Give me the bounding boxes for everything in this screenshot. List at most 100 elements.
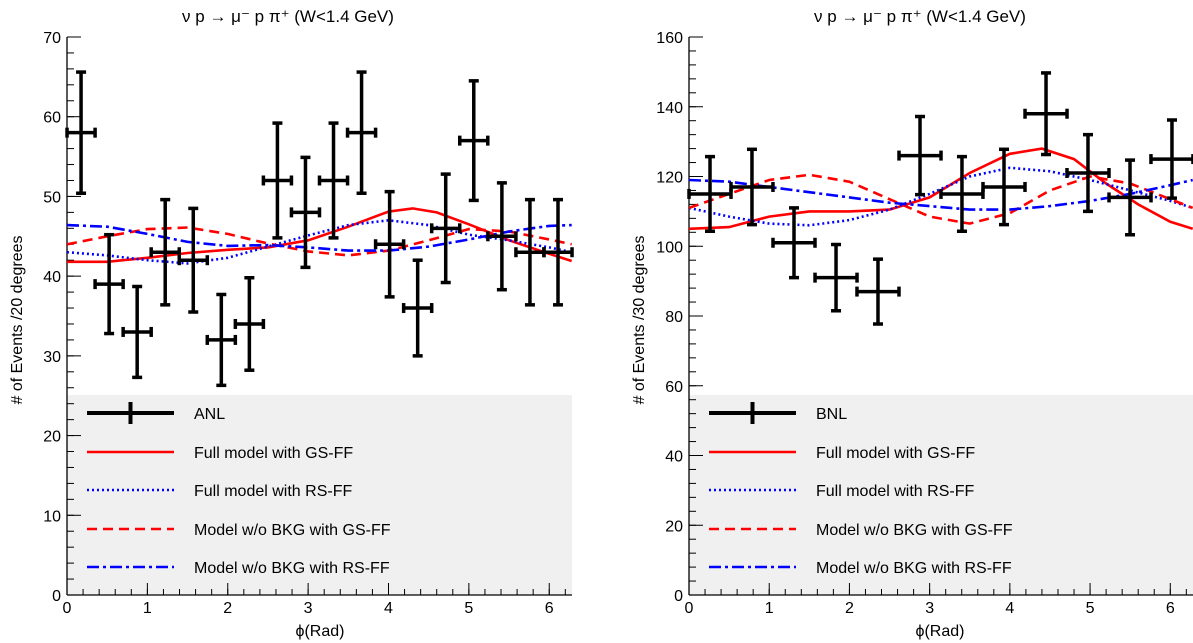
legend-entry: Full model with GS-FF — [87, 445, 353, 462]
legend-label: Model w/o BKG with RS-FF — [816, 560, 1012, 577]
data-point — [771, 206, 817, 280]
data-point — [401, 258, 434, 358]
data-point — [981, 147, 1027, 227]
data-point — [939, 154, 985, 234]
legend-label: BNL — [816, 406, 847, 423]
legend-entry: Model w/o BKG with RS-FF — [87, 560, 390, 577]
chart-title: ν p → μ⁻ p π⁺ (W<1.4 GeV) — [182, 7, 394, 26]
data-point — [233, 275, 266, 372]
data-point — [149, 197, 181, 307]
y-axis-label: # of Events /30 degrees — [631, 236, 648, 405]
data-point — [1107, 158, 1153, 237]
y-tick-label: 30 — [43, 349, 61, 366]
data-point — [65, 70, 97, 195]
data-point — [317, 121, 350, 240]
legend: ANL Full model with GS-FF Full model with … — [87, 402, 391, 577]
x-tick-label: 4 — [384, 600, 393, 617]
chart-panel-bnl: ν p → μ⁻ p π⁺ (W<1.4 GeV) 0 1 2 3 4 5 60204060… — [631, 7, 1193, 640]
data-point — [687, 154, 733, 234]
legend: BNL Full model with GS-FF Full model with … — [709, 402, 1013, 577]
data-point — [1149, 118, 1193, 200]
x-tick-label: 2 — [223, 600, 232, 617]
x-tick-label: 3 — [925, 600, 934, 617]
y-tick-label: 140 — [656, 100, 683, 117]
x-tick-label: 6 — [545, 600, 554, 617]
y-tick-label: 20 — [665, 518, 683, 535]
x-tick-label: 5 — [464, 600, 473, 617]
x-axis-label: ϕ(Rad) — [916, 623, 965, 640]
legend-label: Full model with RS-FF — [816, 483, 974, 500]
y-tick-label: 40 — [665, 449, 683, 466]
legend-label: Full model with GS-FF — [194, 445, 353, 462]
data-point — [261, 121, 294, 240]
x-axis-label: ϕ(Rad) — [296, 623, 345, 640]
x-tick-label: 0 — [685, 600, 694, 617]
data-point — [486, 181, 518, 292]
legend-entry: Full model with GS-FF — [709, 445, 975, 462]
y-tick-label: 50 — [43, 189, 61, 206]
data-point — [289, 155, 322, 270]
data-point — [855, 257, 901, 326]
legend-entry: Full model with RS-FF — [87, 483, 352, 500]
y-tick-label: 20 — [43, 429, 61, 446]
data-point — [897, 114, 943, 197]
y-tick-label: 100 — [656, 239, 683, 256]
y-tick-label: 10 — [43, 508, 61, 525]
legend-entry: Model w/o BKG with RS-FF — [709, 560, 1012, 577]
x-tick-label: 1 — [765, 600, 774, 617]
legend-label: ANL — [194, 406, 225, 423]
y-tick-label: 0 — [52, 588, 61, 605]
data-point — [813, 242, 859, 313]
data-point — [1023, 71, 1069, 157]
data-point — [542, 197, 574, 307]
y-tick-label: 40 — [43, 269, 61, 286]
data-point — [457, 79, 490, 203]
data-point — [373, 189, 406, 299]
x-tick-label: 0 — [63, 600, 72, 617]
legend-label: Full model with RS-FF — [194, 483, 352, 500]
legend-entry: BNL — [709, 402, 847, 424]
data-point — [177, 206, 210, 314]
legend-box — [689, 395, 1193, 595]
y-tick-label: 60 — [665, 379, 683, 396]
legend-label: Model w/o BKG with GS-FF — [816, 522, 1013, 539]
x-tick-label: 1 — [143, 600, 152, 617]
legend-label: Model w/o BKG with GS-FF — [194, 522, 391, 539]
data-point — [1065, 132, 1111, 214]
legend-entry: Model w/o BKG with GS-FF — [709, 522, 1013, 539]
y-tick-label: 70 — [43, 30, 61, 47]
legend-entry: Model w/o BKG with GS-FF — [87, 522, 391, 539]
x-tick-label: 2 — [845, 600, 854, 617]
legend-label: Full model with GS-FF — [816, 445, 975, 462]
chart-panel-anl: ν p → μ⁻ p π⁺ (W<1.4 GeV) 0 1 2 3 4 5 60102030… — [9, 7, 574, 640]
chart-title: ν p → μ⁻ p π⁺ (W<1.4 GeV) — [814, 7, 1026, 26]
series-curve — [67, 218, 572, 265]
y-tick-label: 0 — [674, 588, 683, 605]
x-tick-label: 6 — [1166, 600, 1175, 617]
y-tick-label: 60 — [43, 110, 61, 127]
data-point — [514, 197, 546, 307]
legend-entry: Full model with RS-FF — [709, 483, 974, 500]
y-tick-label: 120 — [656, 170, 683, 187]
x-tick-label: 4 — [1005, 600, 1014, 617]
data-point — [729, 147, 775, 227]
series-curve — [689, 178, 1193, 211]
data-point — [345, 70, 378, 195]
data-point — [429, 172, 462, 285]
y-tick-label: 80 — [665, 309, 683, 326]
x-tick-label: 5 — [1086, 600, 1095, 617]
series-curve — [689, 173, 1193, 225]
x-tick-label: 3 — [304, 600, 313, 617]
series-curve — [67, 226, 572, 257]
data-point — [93, 232, 125, 336]
y-tick-label: 160 — [656, 30, 683, 47]
data-point — [205, 292, 238, 388]
y-axis-label: # of Events /20 degrees — [9, 236, 26, 405]
legend-entry: ANL — [87, 402, 225, 424]
data-point — [121, 284, 153, 380]
legend-box — [67, 395, 572, 595]
legend-label: Model w/o BKG with RS-FF — [194, 560, 390, 577]
